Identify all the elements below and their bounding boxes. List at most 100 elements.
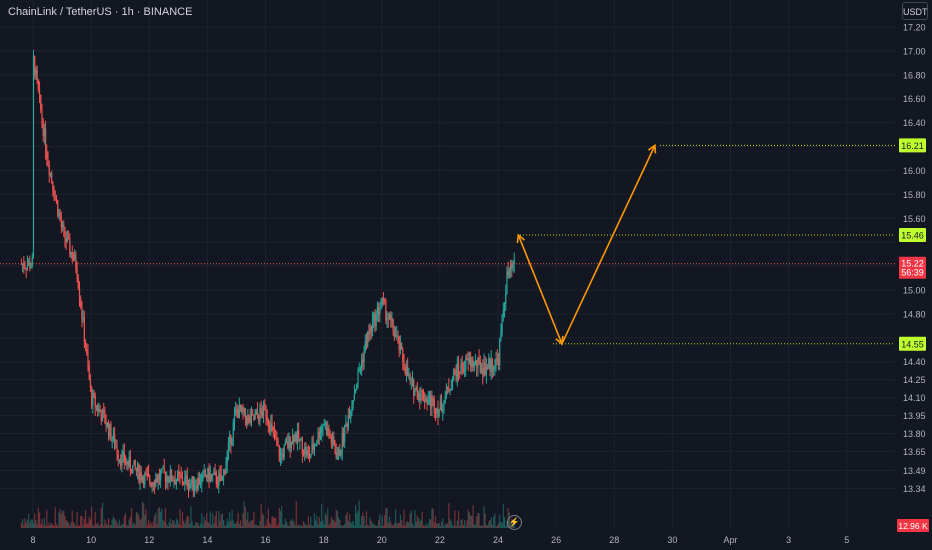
volume-bar	[500, 522, 502, 528]
volume-bar	[338, 517, 340, 528]
candle-body	[98, 408, 100, 412]
candle-body	[94, 395, 96, 407]
volume-bar	[99, 524, 101, 528]
candle-body	[273, 430, 276, 439]
volume-bar	[462, 524, 464, 528]
volume-bar	[298, 524, 300, 528]
candle-body	[54, 197, 56, 199]
candle-body	[91, 386, 93, 406]
candle-body	[107, 422, 110, 437]
volume-bar	[43, 518, 45, 528]
volume-bar	[83, 518, 85, 528]
volume-bar	[60, 513, 62, 528]
volume-bar	[84, 510, 87, 528]
volume-bar	[503, 516, 506, 528]
volume-bar	[328, 525, 330, 528]
volume-bar	[65, 519, 67, 528]
candle-body	[397, 335, 399, 337]
volume-bar	[61, 510, 64, 528]
volume-bar	[104, 519, 106, 528]
volume-bar	[432, 508, 434, 528]
volume-bar	[218, 511, 220, 528]
volume-bar	[66, 521, 68, 528]
volume-bar	[272, 516, 274, 528]
volume-bar	[270, 524, 272, 528]
volume-bar	[41, 518, 43, 528]
candle-body	[394, 335, 397, 338]
volume-bar	[480, 525, 483, 528]
volume-bar	[364, 525, 366, 528]
candle-body	[493, 369, 495, 371]
volume-bar	[489, 519, 491, 528]
candle-body	[474, 360, 477, 363]
volume-bar	[71, 510, 73, 528]
candle-body	[81, 307, 83, 319]
candle-body	[414, 389, 416, 396]
candle-body	[137, 464, 139, 471]
volume-bar	[133, 522, 135, 528]
candle-body	[392, 319, 394, 332]
candle-body	[231, 437, 233, 445]
candle-body	[329, 435, 331, 438]
candle-body	[336, 456, 339, 459]
candle-body	[95, 405, 98, 407]
candle-body	[279, 454, 282, 460]
candle-body	[436, 407, 438, 414]
time-axis-tick: 8	[30, 535, 35, 545]
lightning-icon[interactable]: ⚡	[507, 515, 522, 530]
candle-body	[104, 412, 106, 424]
candle-body	[161, 468, 163, 473]
candle-body	[220, 474, 222, 481]
arrowhead-end	[648, 143, 657, 154]
candle-body	[371, 320, 374, 332]
candle-body	[34, 55, 36, 76]
volume-bar	[342, 525, 345, 528]
currency-button[interactable]: USDT	[902, 2, 928, 20]
candle-body	[340, 451, 342, 456]
volume-bar	[359, 524, 362, 528]
candle-body	[209, 474, 211, 482]
volume-bar	[493, 516, 495, 528]
volume-bar	[295, 500, 297, 528]
candle-body	[92, 393, 94, 406]
volume-bar	[169, 518, 171, 528]
candle-body	[181, 476, 184, 483]
candle-body	[163, 467, 165, 473]
candle-body	[206, 476, 208, 479]
volume-bar	[369, 517, 371, 528]
candle-body	[212, 474, 214, 476]
volume-bar	[351, 521, 353, 528]
volume-bar	[442, 518, 444, 528]
volume-bar	[284, 518, 286, 528]
volume-bar	[20, 522, 22, 528]
volume-bar	[32, 523, 35, 528]
candle-body	[468, 357, 471, 362]
volume-bar	[468, 512, 471, 528]
candle-body	[57, 200, 59, 216]
candle-body	[341, 433, 343, 452]
volume-bar	[151, 525, 153, 528]
volume-bar	[36, 524, 38, 528]
volume-bar	[403, 509, 405, 528]
price-axis-tick: 16.80	[903, 70, 926, 80]
candle-body	[346, 423, 348, 428]
volume-bar	[256, 525, 259, 528]
volume-bar	[384, 515, 386, 528]
volume-bar	[335, 510, 337, 528]
volume-bar	[495, 525, 497, 528]
candle-body	[120, 459, 122, 466]
candle-body	[207, 467, 209, 479]
candle-body	[415, 387, 417, 390]
volume-bar	[236, 521, 238, 528]
candle-body	[213, 471, 215, 475]
candle-body	[511, 263, 513, 269]
candle-body	[454, 370, 456, 372]
candle-body	[157, 474, 159, 483]
volume-bar	[479, 525, 481, 528]
volume-bar	[288, 525, 290, 528]
volume-bar	[118, 519, 121, 528]
candle-body	[362, 359, 364, 363]
candle-body	[311, 444, 313, 455]
candle-body	[484, 362, 486, 375]
